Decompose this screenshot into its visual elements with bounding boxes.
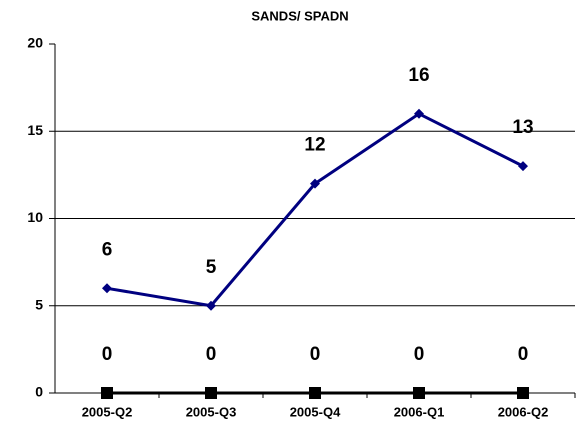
x-tick-label: 2005-Q3 xyxy=(186,404,237,419)
chart-title: SANDS/ SPADN xyxy=(251,8,348,23)
x-tick-label: 2006-Q1 xyxy=(394,404,445,419)
marker xyxy=(206,300,216,311)
marker xyxy=(101,387,113,399)
y-tick-label: 15 xyxy=(27,122,43,138)
data-label: 0 xyxy=(414,344,425,365)
x-tick-label: 2005-Q4 xyxy=(290,404,341,419)
marker xyxy=(309,387,321,399)
marker xyxy=(517,387,529,399)
marker xyxy=(102,283,112,294)
data-label: 16 xyxy=(408,65,429,86)
y-tick-label: 10 xyxy=(27,209,43,225)
x-tick-label: 2005-Q2 xyxy=(82,404,133,419)
data-label: 0 xyxy=(310,344,321,365)
y-tick-label: 5 xyxy=(35,296,43,312)
y-tick-label: 20 xyxy=(27,35,43,51)
marker xyxy=(413,387,425,399)
marker xyxy=(414,108,424,119)
marker xyxy=(518,161,528,172)
marker xyxy=(310,178,320,189)
data-label: 12 xyxy=(304,135,325,156)
data-label: 0 xyxy=(518,344,529,365)
data-label: 0 xyxy=(102,344,113,365)
y-tick-label: 0 xyxy=(35,384,43,400)
data-label: 6 xyxy=(102,239,113,260)
data-label: 0 xyxy=(206,344,217,365)
data-label: 13 xyxy=(512,117,533,138)
marker xyxy=(205,387,217,399)
data-label: 5 xyxy=(206,257,217,278)
x-tick-label: 2006-Q2 xyxy=(498,404,549,419)
